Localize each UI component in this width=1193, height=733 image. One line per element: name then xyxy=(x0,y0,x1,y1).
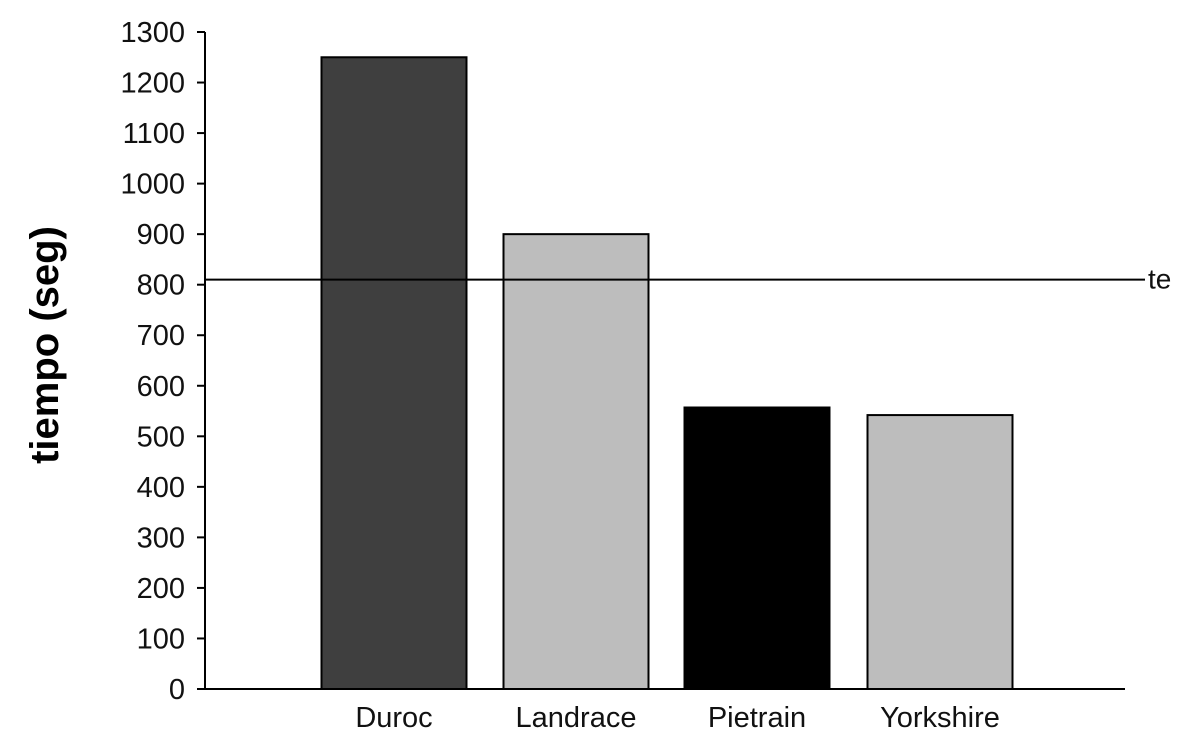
reference-line-group: te xyxy=(205,264,1171,295)
y-axis-ticks: 0 100 200 300 400 500 600 700 800 900 1000 1100 1200… xyxy=(120,17,205,706)
bars xyxy=(320,56,1014,691)
y-tick-label: 100 xyxy=(137,623,185,655)
y-tick-label: 600 xyxy=(137,371,185,403)
bar-pietrain xyxy=(683,406,831,690)
y-tick-label: 500 xyxy=(137,421,185,453)
x-category-label: Pietrain xyxy=(708,702,806,733)
y-tick-label: 1000 xyxy=(120,169,185,201)
y-tick-label: 700 xyxy=(137,320,185,352)
x-category-label: Landrace xyxy=(516,702,637,733)
y-axis-title: tiempo (seg) xyxy=(23,226,67,464)
y-tick-label: 200 xyxy=(137,573,185,605)
y-tick-label: 300 xyxy=(137,522,185,554)
x-axis-labels: Duroc Landrace Pietrain Yorkshire xyxy=(355,702,1000,733)
x-category-label: Duroc xyxy=(355,702,432,733)
y-tick-label: 400 xyxy=(137,472,185,504)
y-tick-label: 1200 xyxy=(120,68,185,100)
bar-duroc xyxy=(320,56,468,691)
y-tick-label: 1100 xyxy=(123,118,185,150)
x-category-label: Yorkshire xyxy=(880,702,1000,733)
reference-line-label: te xyxy=(1148,264,1171,295)
bar-yorkshire xyxy=(866,414,1014,690)
bar-landrace xyxy=(502,233,650,690)
y-tick-label: 800 xyxy=(137,270,185,302)
y-tick-label: 0 xyxy=(169,674,185,706)
y-tick-label: 900 xyxy=(137,219,185,251)
y-tick-label: 1300 xyxy=(120,17,185,49)
